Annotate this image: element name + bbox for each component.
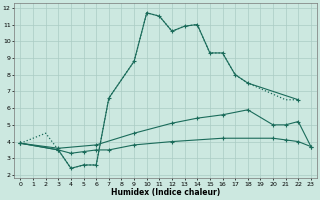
X-axis label: Humidex (Indice chaleur): Humidex (Indice chaleur) <box>111 188 220 197</box>
